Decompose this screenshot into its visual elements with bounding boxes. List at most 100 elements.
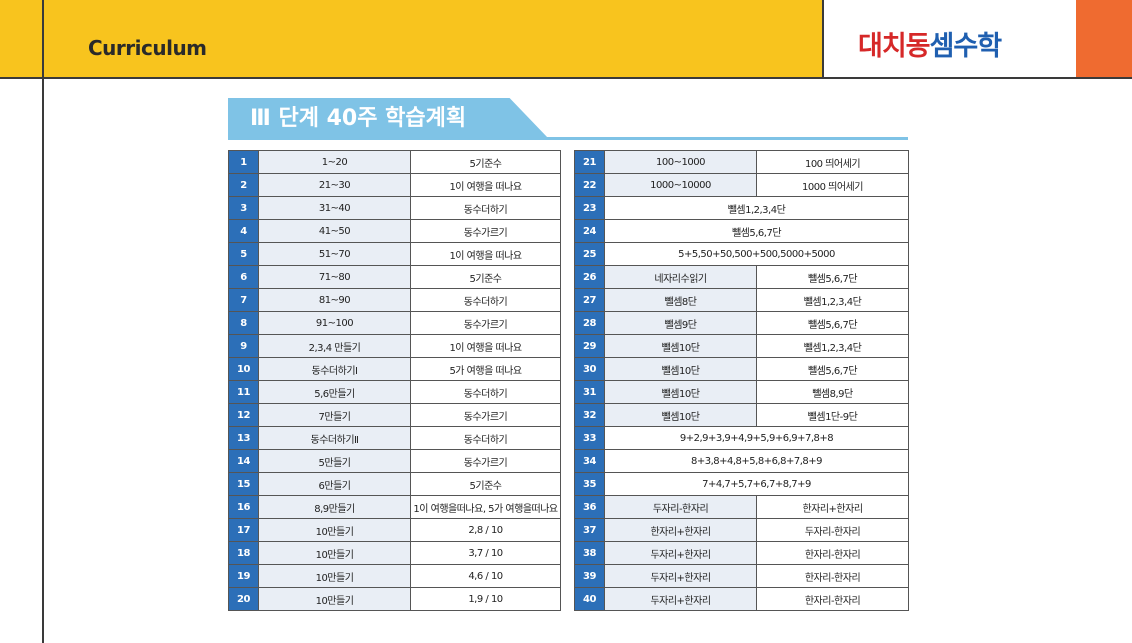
week-topic-2: 뺄셈1,2,3,4단 (756, 334, 909, 358)
week-topic-1: 두자리+한자리 (604, 541, 757, 565)
week-topic: 5+5,50+50,500+500,5000+5000 (604, 242, 909, 266)
week-number: 12 (228, 403, 259, 427)
week-topic-2: 뺄셈5,6,7단 (756, 311, 909, 335)
week-number: 37 (574, 518, 605, 542)
week-topic-2: 동수가르기 (410, 219, 561, 243)
table-row: 13 동수더하기Ⅱ 동수더하기 (228, 426, 561, 450)
table-row: 39 두자리+한자리 한자리-한자리 (574, 564, 909, 588)
week-topic-2: 5기준수 (410, 150, 561, 174)
week-number: 29 (574, 334, 605, 358)
table-row: 26 네자리수읽기 뺄셈5,6,7단 (574, 265, 909, 289)
week-topic-2: 동수더하기 (410, 426, 561, 450)
week-topic: 8+3,8+4,8+5,8+6,8+7,8+9 (604, 449, 909, 473)
week-number: 2 (228, 173, 259, 197)
table-row: 37 한자리+한자리 두자리-한자리 (574, 518, 909, 542)
week-topic-1: 71~80 (258, 265, 411, 289)
week-topic-1: 1~20 (258, 150, 411, 174)
table-row: 34 8+3,8+4,8+5,8+6,8+7,8+9 (574, 449, 909, 473)
week-number: 27 (574, 288, 605, 312)
week-topic-2: 1이 여행을 떠나요 (410, 242, 561, 266)
week-topic-1: 2,3,4 만들기 (258, 334, 411, 358)
week-number: 17 (228, 518, 259, 542)
week-topic-1: 10만들기 (258, 518, 411, 542)
week-topic-1: 두자리+한자리 (604, 564, 757, 588)
week-number: 3 (228, 196, 259, 220)
table-row: 16 8,9만들기 1이 여행을떠나요, 5가 여행을떠나요 (228, 495, 561, 519)
table-row: 32 뺄셈10단 뺄셈1단-9단 (574, 403, 909, 427)
table-row: 30 뺄셈10단 뺄셈5,6,7단 (574, 357, 909, 381)
week-topic-2: 2,8 / 10 (410, 518, 561, 542)
week-topic-1: 6만들기 (258, 472, 411, 496)
week-topic-2: 두자리-한자리 (756, 518, 909, 542)
week-topic-2: 동수가르기 (410, 403, 561, 427)
week-topic: 9+2,9+3,9+4,9+5,9+6,9+7,8+8 (604, 426, 909, 450)
week-number: 10 (228, 357, 259, 381)
table-row: 28 뺄셈9단 뺄셈5,6,7단 (574, 311, 909, 335)
brand-logo: 대치동셈수학 (858, 24, 1002, 63)
week-topic-2: 한자리-한자리 (756, 587, 909, 611)
table-row: 9 2,3,4 만들기 1이 여행을 떠나요 (228, 334, 561, 358)
week-number: 28 (574, 311, 605, 335)
table-row: 10 동수더하기Ⅰ 5가 여행을 떠나요 (228, 357, 561, 381)
table-row: 11 5,6만들기 동수더하기 (228, 380, 561, 404)
week-topic-2: 1000 띄어세기 (756, 173, 909, 197)
table-row: 27 뺄셈8단 뺄셈1,2,3,4단 (574, 288, 909, 312)
week-number: 18 (228, 541, 259, 565)
week-topic-2: 동수더하기 (410, 380, 561, 404)
week-topic-1: 뺄셈10단 (604, 334, 757, 358)
week-topic-2: 1,9 / 10 (410, 587, 561, 611)
week-number: 30 (574, 357, 605, 381)
section-label: Curriculum (88, 36, 207, 60)
table-row: 14 5만들기 동수가르기 (228, 449, 561, 473)
table-row: 25 5+5,50+50,500+500,5000+5000 (574, 242, 909, 266)
week-topic-2: 1이 여행을 떠나요 (410, 334, 561, 358)
week-topic-1: 21~30 (258, 173, 411, 197)
week-topic-2: 뺄셈8,9단 (756, 380, 909, 404)
table-row: 17 10만들기 2,8 / 10 (228, 518, 561, 542)
week-topic-1: 91~100 (258, 311, 411, 335)
week-number: 24 (574, 219, 605, 243)
title-tab (228, 98, 548, 138)
week-topic-1: 7만들기 (258, 403, 411, 427)
week-topic-1: 두자리+한자리 (604, 587, 757, 611)
orange-accent-strip (1076, 0, 1132, 77)
week-topic-2: 100 띄어세기 (756, 150, 909, 174)
week-topic-2: 동수가르기 (410, 449, 561, 473)
week-topic-1: 10만들기 (258, 541, 411, 565)
week-topic-2: 뺄셈1,2,3,4단 (756, 288, 909, 312)
week-number: 6 (228, 265, 259, 289)
week-number: 11 (228, 380, 259, 404)
week-number: 21 (574, 150, 605, 174)
week-topic-1: 1000~10000 (604, 173, 757, 197)
week-topic-1: 8,9만들기 (258, 495, 411, 519)
week-topic-1: 81~90 (258, 288, 411, 312)
week-topic-1: 동수더하기Ⅰ (258, 357, 411, 381)
week-number: 34 (574, 449, 605, 473)
week-number: 40 (574, 587, 605, 611)
header-bar: Curriculum 대치동셈수학 (0, 0, 1132, 79)
table-row: 38 두자리+한자리 한자리-한자리 (574, 541, 909, 565)
week-number: 7 (228, 288, 259, 312)
week-topic-1: 뺄셈10단 (604, 403, 757, 427)
week-number: 33 (574, 426, 605, 450)
week-topic: 뺄셈5,6,7단 (604, 219, 909, 243)
plan-table-left: 1 1~20 5기준수 2 21~30 1이 여행을 떠나요 3 31~40 동수더하기 4 41~… (228, 150, 561, 611)
week-topic-2: 뺄셈5,6,7단 (756, 265, 909, 289)
week-topic-1: 뺄셈9단 (604, 311, 757, 335)
week-number: 16 (228, 495, 259, 519)
page-title: Ⅲ 단계 40주 학습계획 (250, 106, 467, 131)
week-topic-2: 동수더하기 (410, 196, 561, 220)
week-topic-1: 두자리-한자리 (604, 495, 757, 519)
week-topic-2: 5가 여행을 떠나요 (410, 357, 561, 381)
week-topic-2: 동수더하기 (410, 288, 561, 312)
table-row: 22 1000~10000 1000 띄어세기 (574, 173, 909, 197)
week-number: 25 (574, 242, 605, 266)
week-number: 36 (574, 495, 605, 519)
table-row: 23 뺄셈1,2,3,4단 (574, 196, 909, 220)
table-row: 19 10만들기 4,6 / 10 (228, 564, 561, 588)
table-row: 7 81~90 동수더하기 (228, 288, 561, 312)
week-topic-1: 5만들기 (258, 449, 411, 473)
week-topic-1: 100~1000 (604, 150, 757, 174)
logo-red-text: 대치동 (858, 31, 931, 62)
week-topic-1: 뺄셈10단 (604, 357, 757, 381)
